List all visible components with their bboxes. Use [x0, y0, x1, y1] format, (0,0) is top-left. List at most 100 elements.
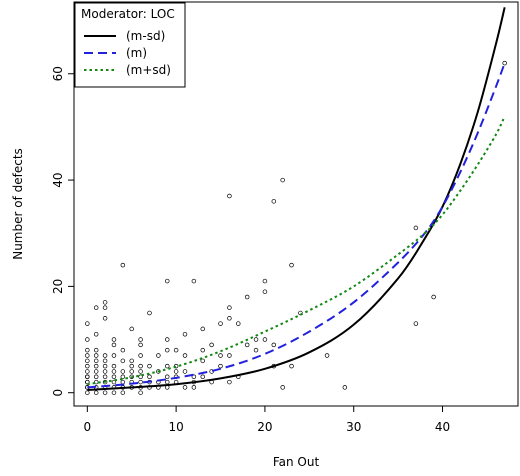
data-point — [85, 374, 90, 380]
data-point — [262, 337, 268, 342]
y-tick-label: 40 — [51, 172, 65, 187]
data-point — [156, 369, 161, 374]
data-point — [93, 347, 99, 353]
y-axis-label: Number of defects — [11, 148, 25, 260]
y-tick-label: 60 — [51, 66, 65, 81]
data-point — [342, 385, 348, 390]
data-point — [200, 374, 206, 380]
data-point — [324, 353, 330, 358]
data-point — [218, 321, 223, 326]
data-point — [253, 347, 259, 353]
data-point — [431, 294, 436, 300]
data-point — [120, 369, 126, 374]
y-tick-label: 0 — [51, 389, 65, 397]
data-point — [129, 374, 134, 380]
fitted-lines — [87, 7, 506, 392]
data-point — [191, 374, 197, 380]
data-point — [138, 342, 143, 348]
legend-label: (m+sd) — [126, 63, 171, 77]
data-point — [111, 390, 117, 395]
data-point — [218, 363, 223, 369]
data-point — [102, 379, 108, 385]
x-axis: 0 10 20 30 40 — [83, 406, 450, 434]
data-point — [111, 363, 117, 369]
data-point — [120, 262, 126, 268]
data-point — [102, 305, 108, 310]
data-point — [138, 379, 143, 385]
data-point — [138, 369, 143, 374]
data-point — [93, 369, 99, 374]
data-point — [85, 390, 90, 395]
data-point — [271, 342, 277, 348]
data-point — [93, 390, 99, 395]
data-point — [147, 374, 152, 380]
y-axis: 0 20 40 60 — [51, 66, 74, 397]
axes — [73, 1, 519, 407]
data-point — [129, 363, 134, 369]
data-point — [102, 390, 108, 395]
data-point — [120, 379, 126, 385]
data-point — [129, 358, 134, 364]
data-point — [102, 363, 108, 369]
data-point — [93, 374, 99, 380]
data-point — [164, 278, 170, 284]
data-point — [164, 337, 170, 342]
data-point — [200, 358, 206, 364]
data-point — [200, 326, 206, 332]
data-point — [413, 225, 419, 231]
data-point — [413, 321, 419, 326]
legend-title: Moderator: LOC — [81, 7, 175, 21]
data-point — [227, 316, 232, 321]
data-point — [173, 347, 179, 353]
data-point — [227, 193, 232, 199]
data-point — [147, 363, 152, 369]
data-point — [244, 342, 250, 348]
data-point — [120, 390, 126, 395]
data-point — [182, 385, 188, 390]
data-point — [138, 353, 143, 358]
data-point — [191, 385, 197, 390]
data-point — [111, 369, 117, 374]
data-point — [102, 374, 108, 380]
data-point — [182, 331, 188, 337]
data-point — [85, 369, 90, 374]
data-point — [85, 321, 90, 326]
data-point — [111, 337, 117, 342]
data-point — [164, 347, 170, 353]
legend-label: (m-sd) — [126, 29, 165, 43]
data-point — [182, 353, 188, 358]
legend: Moderator: LOC (m-sd) (m) (m+sd) — [74, 2, 186, 88]
data-point — [262, 278, 268, 284]
data-point — [85, 337, 90, 342]
data-point — [138, 337, 143, 342]
data-point — [502, 60, 507, 66]
data-point — [271, 199, 277, 204]
data-point — [111, 353, 117, 358]
x-tick-label: 30 — [346, 420, 361, 434]
data-point — [138, 390, 143, 395]
data-point — [164, 363, 170, 369]
series-line-1 — [87, 62, 506, 389]
data-point — [147, 310, 152, 316]
data-point — [102, 369, 108, 374]
data-point — [93, 331, 99, 337]
series-line-0 — [87, 7, 506, 392]
x-tick-label: 20 — [257, 420, 272, 434]
data-point — [236, 321, 241, 326]
data-point — [182, 369, 188, 374]
data-point — [200, 347, 206, 353]
data-point — [218, 353, 223, 358]
data-point — [191, 278, 197, 284]
series-line-2 — [87, 115, 506, 386]
data-point — [289, 262, 294, 268]
data-point — [85, 347, 90, 353]
data-point — [102, 353, 108, 358]
data-point — [173, 363, 179, 369]
data-point — [85, 358, 90, 364]
data-point — [102, 316, 108, 321]
data-point — [85, 363, 90, 369]
data-point — [173, 369, 179, 374]
data-point — [244, 294, 250, 300]
data-point — [102, 300, 108, 305]
